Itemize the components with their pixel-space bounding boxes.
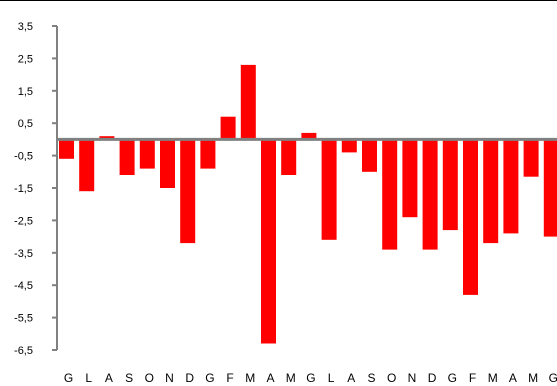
bar — [220, 116, 236, 140]
x-category-label: O — [145, 371, 154, 385]
x-category-label: F — [469, 371, 476, 385]
x-category-label: N — [408, 371, 417, 385]
bar — [160, 139, 175, 188]
bar — [321, 139, 337, 240]
x-category-label: S — [125, 371, 133, 385]
x-category-label: D — [185, 371, 194, 385]
x-category-label: N — [165, 371, 174, 385]
x-category-label: G — [205, 371, 214, 385]
y-tick-label: -2,5 — [14, 215, 33, 227]
bar — [281, 139, 297, 175]
bar — [261, 139, 276, 344]
bar — [341, 139, 357, 153]
y-tick-label: -4,5 — [14, 280, 33, 292]
x-category-label: M — [528, 371, 538, 385]
bar — [79, 139, 95, 192]
x-category-label: M — [488, 371, 498, 385]
bar — [99, 136, 115, 140]
y-tick-label: -6,5 — [14, 345, 33, 357]
y-tick-label: -0,5 — [14, 151, 33, 163]
y-tick-label: 0,5 — [18, 118, 33, 130]
y-tick-label: 3,5 — [18, 21, 33, 33]
x-category-label: G — [306, 371, 315, 385]
bar — [180, 139, 196, 244]
bar — [483, 139, 499, 244]
y-tick-label: 2,5 — [18, 53, 33, 65]
x-category-label: F — [226, 371, 233, 385]
y-tick-label: -1,5 — [14, 183, 33, 195]
x-category-label: L — [328, 371, 335, 385]
bar — [523, 139, 539, 177]
x-category-label: A — [266, 371, 274, 385]
x-category-label: M — [245, 371, 255, 385]
bar — [362, 139, 377, 172]
bar — [503, 139, 519, 234]
bar — [139, 139, 155, 169]
bars — [59, 64, 557, 344]
bar — [119, 139, 135, 175]
x-category-label: M — [286, 371, 296, 385]
bar — [382, 139, 398, 250]
bar — [301, 132, 317, 140]
x-category-label: A — [509, 371, 517, 385]
bar — [200, 139, 216, 169]
y-tick-label: -3,5 — [14, 248, 33, 260]
y-axis: 3,5 2,5 1,5 0,5 -0,5 -1,5 -2,5 -3,5 -4,5 -5,5 -6,5 — [14, 21, 58, 357]
bar — [240, 64, 256, 140]
bar — [463, 139, 478, 295]
bar — [543, 139, 557, 237]
x-category-label: G — [64, 371, 73, 385]
x-category-label: O — [387, 371, 396, 385]
y-tick-label: -5,5 — [14, 313, 33, 325]
bar — [59, 139, 74, 159]
bar — [422, 139, 438, 250]
x-category-label: L — [85, 371, 92, 385]
x-category-label: A — [347, 371, 355, 385]
y-tick-label: 1,5 — [18, 86, 33, 98]
x-category-label: A — [105, 371, 113, 385]
x-category-label: G — [448, 371, 457, 385]
bar — [402, 139, 418, 218]
x-category-label: G — [549, 371, 557, 385]
x-category-label: D — [428, 371, 437, 385]
bar — [442, 139, 458, 231]
x-category-label: S — [367, 371, 375, 385]
